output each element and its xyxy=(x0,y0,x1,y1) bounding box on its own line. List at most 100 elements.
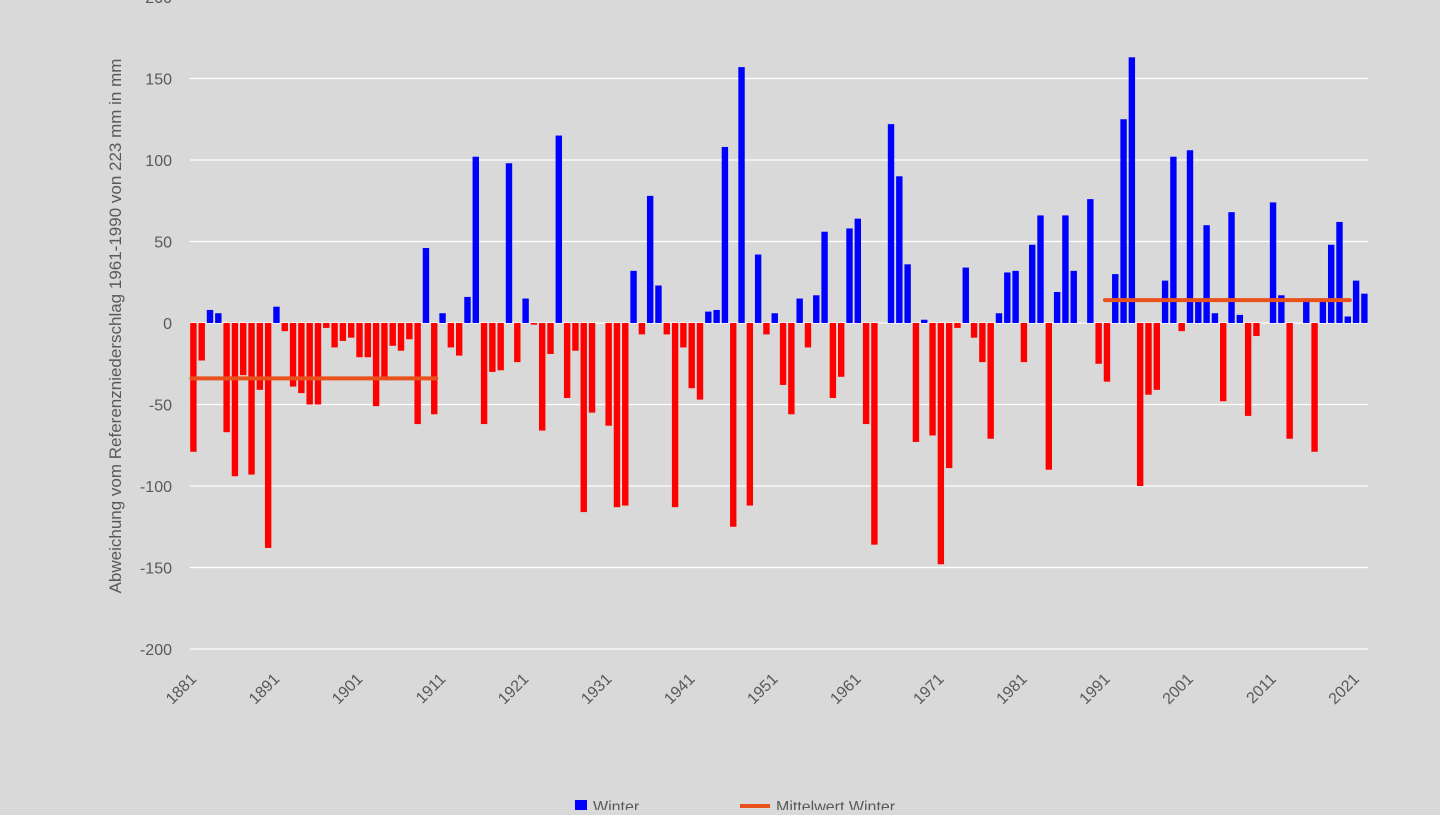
bar xyxy=(439,313,446,323)
bar xyxy=(1095,323,1102,364)
bar xyxy=(206,309,214,323)
bar xyxy=(613,323,621,508)
bar xyxy=(962,267,969,323)
bar xyxy=(497,323,504,371)
bar xyxy=(763,323,770,335)
legend-label-mean: Mittelwert Winter xyxy=(776,799,896,810)
bar xyxy=(904,264,911,323)
bar xyxy=(339,323,347,341)
bar xyxy=(555,135,563,323)
bar xyxy=(480,323,488,425)
bar xyxy=(1278,295,1285,323)
bar xyxy=(414,323,421,425)
legend-swatch-winter xyxy=(575,800,587,812)
bar xyxy=(771,313,778,323)
bar xyxy=(680,323,687,348)
bar xyxy=(1269,202,1277,323)
bar xyxy=(970,323,978,338)
bar xyxy=(539,323,546,431)
bar xyxy=(198,323,205,361)
bar xyxy=(937,323,945,565)
bar xyxy=(464,296,471,323)
bar xyxy=(862,323,870,425)
y-tick-label: -200 xyxy=(140,642,172,659)
bar xyxy=(190,323,197,452)
bar xyxy=(1062,215,1069,323)
y-tick-label: 150 xyxy=(145,72,172,89)
bar xyxy=(372,323,380,407)
bar xyxy=(364,323,372,358)
bar xyxy=(563,323,571,398)
bar xyxy=(1303,298,1310,323)
bar xyxy=(1319,300,1327,323)
bar xyxy=(1012,270,1019,323)
bar xyxy=(1178,323,1185,332)
bar xyxy=(514,323,521,363)
bar xyxy=(580,323,587,513)
mean-lines xyxy=(189,298,1352,381)
bar xyxy=(298,323,305,394)
bar xyxy=(256,323,264,390)
bar xyxy=(1311,323,1318,452)
bar xyxy=(1029,244,1036,323)
bar xyxy=(1220,323,1227,402)
bar xyxy=(1195,300,1202,323)
bar xyxy=(738,67,745,323)
bar xyxy=(347,323,355,338)
bar xyxy=(746,323,754,506)
bar xyxy=(655,285,662,323)
bar xyxy=(306,323,313,405)
bar xyxy=(929,323,936,436)
bar xyxy=(1103,323,1111,382)
bar xyxy=(1170,156,1177,323)
bar xyxy=(431,323,438,415)
bar xyxy=(1186,150,1194,323)
bar xyxy=(1020,323,1028,363)
bar xyxy=(1136,323,1144,486)
bar xyxy=(1327,244,1335,323)
bar xyxy=(871,323,878,545)
bar xyxy=(264,323,272,548)
bar xyxy=(713,309,720,323)
bar xyxy=(912,323,920,442)
bar xyxy=(248,323,255,475)
bar xyxy=(522,298,529,323)
y-tick-label: -100 xyxy=(140,479,172,496)
bar xyxy=(1045,323,1053,470)
bar xyxy=(447,323,455,348)
bar xyxy=(829,323,837,398)
y-axis-title: Abweichung vom Referenzniederschlag 1961… xyxy=(106,59,125,594)
bars xyxy=(190,57,1368,565)
bar xyxy=(240,323,247,376)
bar xyxy=(945,323,953,469)
bar xyxy=(1145,323,1152,395)
bar xyxy=(688,323,695,389)
bar xyxy=(1120,119,1127,323)
bar xyxy=(1211,313,1219,323)
y-tick-label: -50 xyxy=(149,398,172,415)
bar xyxy=(422,248,430,323)
bar xyxy=(1037,215,1044,323)
bar xyxy=(987,323,994,439)
bar xyxy=(1153,323,1160,390)
bar xyxy=(1253,323,1260,337)
bar xyxy=(1128,57,1136,324)
bar xyxy=(779,323,787,385)
bar xyxy=(397,323,405,351)
bar xyxy=(1336,221,1343,323)
bar xyxy=(281,323,288,332)
bar xyxy=(646,195,654,323)
bar xyxy=(455,323,463,356)
bar xyxy=(622,323,629,506)
bar xyxy=(854,218,861,323)
bar xyxy=(663,323,670,335)
y-tick-label: 200 xyxy=(145,0,172,7)
bar xyxy=(605,323,612,426)
bar xyxy=(323,323,330,328)
bar xyxy=(804,323,812,348)
y-tick-label: 50 xyxy=(154,235,172,252)
y-tick-label: -150 xyxy=(140,561,172,578)
bar xyxy=(921,319,928,323)
bar xyxy=(995,313,1003,323)
